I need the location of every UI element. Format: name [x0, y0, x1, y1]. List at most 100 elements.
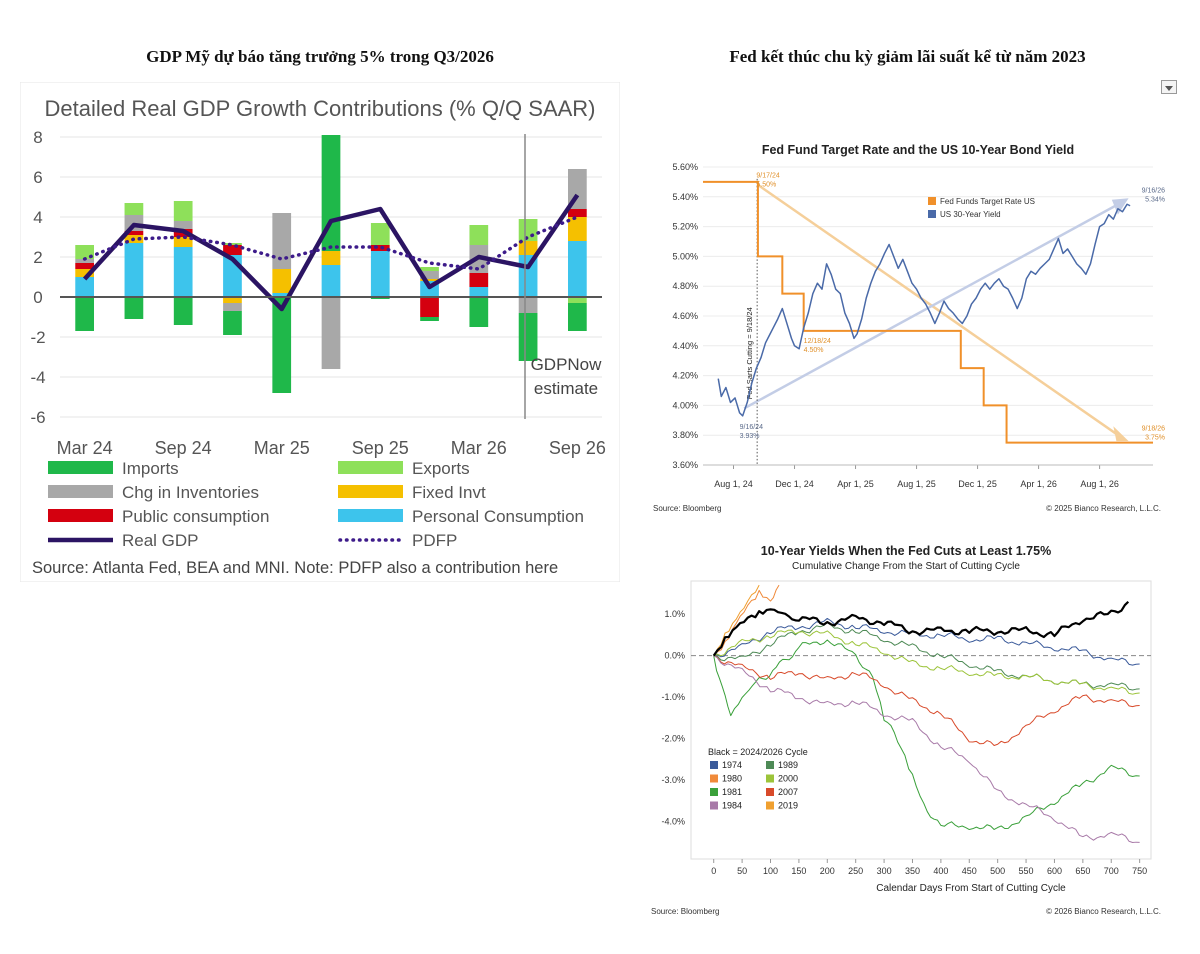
fed-copyright: © 2025 Bianco Research, L.L.C.	[1046, 504, 1161, 513]
fed-plot: Fed Sarts Cutting = 9/18/24 9/17/24 5.50% 1…	[703, 172, 1165, 465]
cut-xtick-label: 300	[877, 866, 892, 876]
fed-source: Source: Bloomberg	[653, 504, 721, 513]
cut-xtick-label: 550	[1019, 866, 1034, 876]
fed-legend-label-yield30: US 30-Year Yield	[940, 210, 1001, 219]
fed-xtick-label: Dec 1, 24	[775, 479, 814, 489]
gdp-bar-exports	[124, 203, 144, 215]
cut-legend-swatch-1981	[710, 788, 718, 796]
gdp-bar-public	[568, 209, 587, 217]
gdp-bar-inventories	[420, 271, 439, 279]
legend-swatch-inventories	[48, 485, 113, 498]
cut-copyright: © 2026 Bianco Research, L.L.C.	[1046, 907, 1161, 916]
fed-xtick-label: Aug 1, 24	[714, 479, 753, 489]
right-heading: Fed kết thúc chu kỳ giảm lãi suất kể từ …	[729, 47, 1086, 66]
gdp-bar-imports	[173, 297, 193, 325]
yield-line	[717, 203, 1131, 417]
cut-legend: Black = 2024/2026 Cycle 1974 1989 1980 2000 1…	[708, 747, 808, 811]
gdp-legend: Imports Exports Chg in Inventories Fixed In…	[48, 459, 584, 550]
cut-xtick-label: 500	[990, 866, 1005, 876]
gdp-lines	[82, 193, 580, 312]
fed-ytick-label: 3.80%	[672, 430, 698, 440]
gdp-xtick-label: Mar 26	[451, 438, 507, 458]
cut-xtick-label: 450	[962, 866, 977, 876]
cut-grid: 1.0% 0.0% -1.0% -2.0% -3.0% -4.0% 0 50 100 150 200…	[661, 580, 1152, 876]
fed-ytick-label: 5.40%	[672, 192, 698, 202]
gdp-bar-personal	[568, 241, 587, 297]
gdp-ytick-label: -2	[30, 328, 45, 347]
cut-xtick-label: 600	[1047, 866, 1062, 876]
gdp-bar-public	[469, 273, 489, 287]
cycle-line-1981	[713, 639, 1140, 831]
gdp-bar-fixed_invt	[272, 269, 292, 293]
cut-source: Source: Bloomberg	[651, 907, 719, 916]
legend-label-fixed_invt: Fixed Invt	[412, 483, 486, 502]
fed-trend-arrowhead-up	[1111, 198, 1129, 215]
legend-label-pdfp: PDFP	[412, 531, 457, 550]
fed-ytick-label: 5.60%	[672, 162, 698, 172]
cut-xtick-label: 650	[1075, 866, 1090, 876]
cut-xtick-label: 50	[737, 866, 747, 876]
cut-ytick-label: -1.0%	[661, 692, 685, 702]
gdp-bar-inventories	[518, 297, 538, 313]
fed-xtick-label: Aug 1, 25	[897, 479, 936, 489]
fed-ytick-label: 4.40%	[672, 341, 698, 351]
cut-legend-swatch-2007	[766, 788, 774, 796]
gdp-xtick-label: Mar 24	[57, 438, 113, 458]
legend-label-public: Public consumption	[122, 507, 269, 526]
gdp-bar-inventories	[272, 213, 292, 269]
gdp-bar-inventories	[321, 297, 341, 369]
cycle-line-2007	[713, 655, 1140, 747]
gdp-bar-imports	[420, 317, 439, 321]
legend-label-exports: Exports	[412, 459, 470, 478]
cycle-line-current	[712, 600, 1130, 657]
cut-legend-label-1989: 1989	[778, 760, 798, 770]
fed-legend-label-fed_rate: Fed Funds Target Rate US	[940, 197, 1035, 206]
gdp-bar-fixed_invt	[173, 237, 193, 247]
fed-legend-swatch-yield30	[928, 210, 936, 218]
gdp-bar-imports	[568, 303, 587, 331]
chevron-down-icon[interactable]	[1161, 80, 1177, 94]
gdp-bar-fixed_invt	[518, 241, 538, 255]
gdp-bar-inventories	[223, 303, 242, 311]
gdp-bar-public	[124, 231, 144, 235]
cut-xtick-label: 350	[905, 866, 920, 876]
fed-annotation: 5.34%	[1145, 196, 1165, 203]
gdp-bar-fixed_invt	[223, 297, 242, 303]
cut-xtick-label: 200	[820, 866, 835, 876]
fed-grid: 5.60% 5.40% 5.20% 5.00% 4.80% 4.60% 4.40% 4.20%…	[672, 162, 1153, 489]
gdp-bar-inventories	[75, 259, 94, 263]
fed-ytick-label: 4.00%	[672, 400, 698, 410]
fed-annotation: 9/16/26	[1142, 187, 1165, 194]
cut-legend-label-1974: 1974	[722, 760, 742, 770]
cut-legend-swatch-2019	[766, 801, 774, 810]
gdp-xtick-label: Mar 25	[254, 438, 310, 458]
gdp-bar-imports	[75, 297, 94, 331]
gdp-ytick-label: -4	[30, 368, 45, 387]
gdp-bar-exports	[370, 223, 390, 245]
gdp-bar-public	[370, 245, 390, 251]
cycle-line-1984	[713, 655, 1140, 844]
gdp-bar-inventories	[173, 221, 193, 229]
gdp-bar-imports	[272, 297, 292, 393]
cut-legend-label-1981: 1981	[722, 787, 742, 797]
gdp-xtick-label: Sep 25	[352, 438, 409, 458]
gdp-bar-personal	[469, 287, 489, 297]
cycle-line-1980	[713, 584, 780, 657]
gdp-bar-personal	[272, 293, 292, 297]
fed-annotation: 12/18/24	[804, 338, 831, 345]
fed-annotation: 5.50%	[756, 181, 776, 188]
gdp-ytick-label: 6	[33, 168, 42, 187]
gdp-bar-personal	[75, 277, 94, 297]
cut-xtick-label: 250	[848, 866, 863, 876]
cut-plot-frame	[690, 580, 1152, 860]
cut-xtick-label: 400	[933, 866, 948, 876]
gdp-source: Source: Atlanta Fed, BEA and MNI. Note: …	[32, 559, 558, 577]
gdp-bar-personal	[321, 265, 341, 297]
fed-annotation: 9/16/24	[740, 424, 763, 431]
fed-xtick-label: Aug 1, 26	[1080, 479, 1119, 489]
cut-ytick-label: -2.0%	[661, 734, 685, 744]
legend-swatch-fixed_invt	[338, 485, 403, 498]
cut-ytick-label: 0.0%	[664, 651, 685, 661]
cut-ytick-label: -3.0%	[661, 775, 685, 785]
legend-label-imports: Imports	[122, 459, 179, 478]
